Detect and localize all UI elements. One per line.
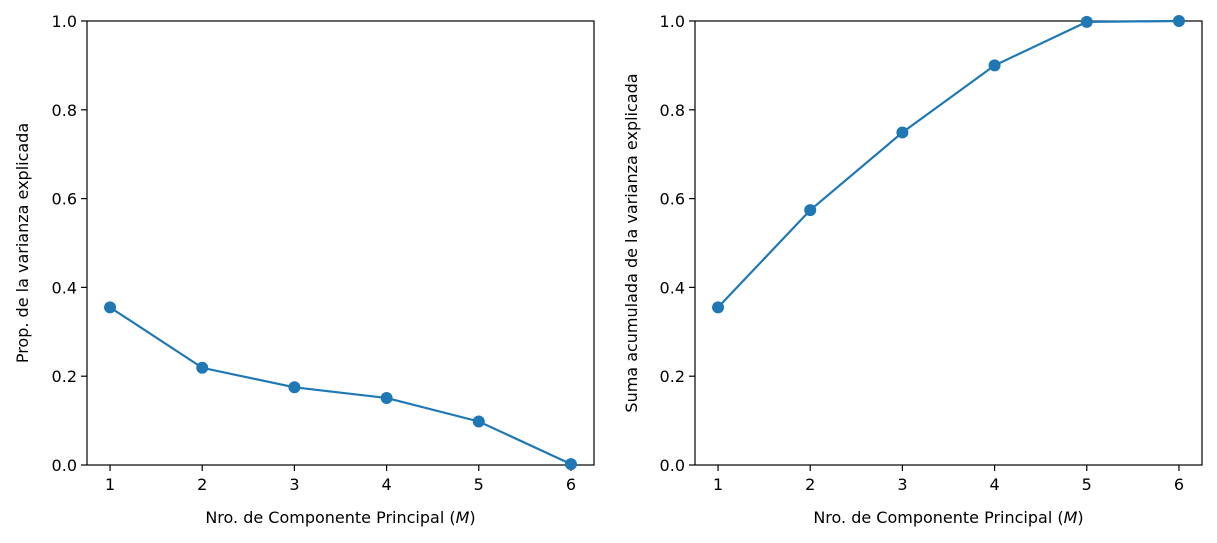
data-point <box>380 391 393 404</box>
x-axis-label-variable: M <box>456 508 470 527</box>
y-tick-label: 0.0 <box>660 456 685 475</box>
x-tick-label: 2 <box>805 475 815 494</box>
y-tick-label: 0.2 <box>52 367 77 386</box>
x-axis-label-suffix: ) <box>469 508 475 527</box>
x-axis-label-variable: M <box>1064 508 1078 527</box>
y-axis-label: Suma acumulada de la varianza explicada <box>622 73 641 412</box>
data-point <box>288 381 301 394</box>
y-tick-label: 0.6 <box>660 190 685 209</box>
y-tick-label: 0.8 <box>52 101 77 120</box>
x-tick-label: 4 <box>381 475 391 494</box>
data-point <box>196 361 209 374</box>
y-tick-label: 0.8 <box>660 101 685 120</box>
data-point <box>104 301 117 314</box>
x-tick-label: 2 <box>197 475 207 494</box>
x-tick-label: 5 <box>474 475 484 494</box>
chart-cumulative-variance: 1 2 3 4 5 6 0.0 0.2 0.4 0.6 0.8 1.0 Nro. de Componen… <box>622 12 1203 527</box>
data-point <box>804 204 817 217</box>
chart-proportion-variance: 1 2 3 4 5 6 0.0 0.2 0.4 0.6 0.8 1.0 Nro. de Componen… <box>13 12 595 527</box>
data-point <box>712 301 725 314</box>
data-point <box>472 415 485 428</box>
y-tick-label: 0.6 <box>52 190 77 209</box>
y-tick-label: 1.0 <box>52 12 77 31</box>
x-tick-label: 1 <box>105 475 115 494</box>
data-point <box>1080 15 1093 28</box>
x-tick-label: 6 <box>1174 475 1184 494</box>
x-axis-label-prefix: Nro. de Componente Principal ( <box>813 508 1063 527</box>
x-tick-label: 5 <box>1082 475 1092 494</box>
data-point <box>564 458 577 471</box>
y-tick-label: 0.4 <box>52 278 77 297</box>
x-tick-label: 6 <box>566 475 576 494</box>
axes-frame <box>86 20 595 466</box>
data-point <box>1172 15 1185 27</box>
y-tick-label: 0.2 <box>660 367 685 386</box>
axes-frame <box>694 20 1203 466</box>
y-tick-label: 0.4 <box>660 278 685 297</box>
data-point <box>988 59 1001 72</box>
x-tick-label: 3 <box>897 475 907 494</box>
data-point <box>896 126 909 139</box>
series-line <box>717 19 1179 309</box>
y-tick-label: 1.0 <box>660 12 685 31</box>
x-tick-label: 4 <box>989 475 999 494</box>
x-axis-label: Nro. de Componente Principal (M) <box>813 508 1083 527</box>
y-tick-label: 0.0 <box>52 456 77 475</box>
x-axis-label: Nro. de Componente Principal (M) <box>205 508 475 527</box>
x-tick-label: 1 <box>713 475 723 494</box>
y-axis-label: Prop. de la varianza explicada <box>13 123 32 363</box>
x-axis-label-suffix: ) <box>1077 508 1083 527</box>
x-tick-label: 3 <box>289 475 299 494</box>
x-axis-label-prefix: Nro. de Componente Principal ( <box>205 508 455 527</box>
series-line <box>109 306 572 466</box>
